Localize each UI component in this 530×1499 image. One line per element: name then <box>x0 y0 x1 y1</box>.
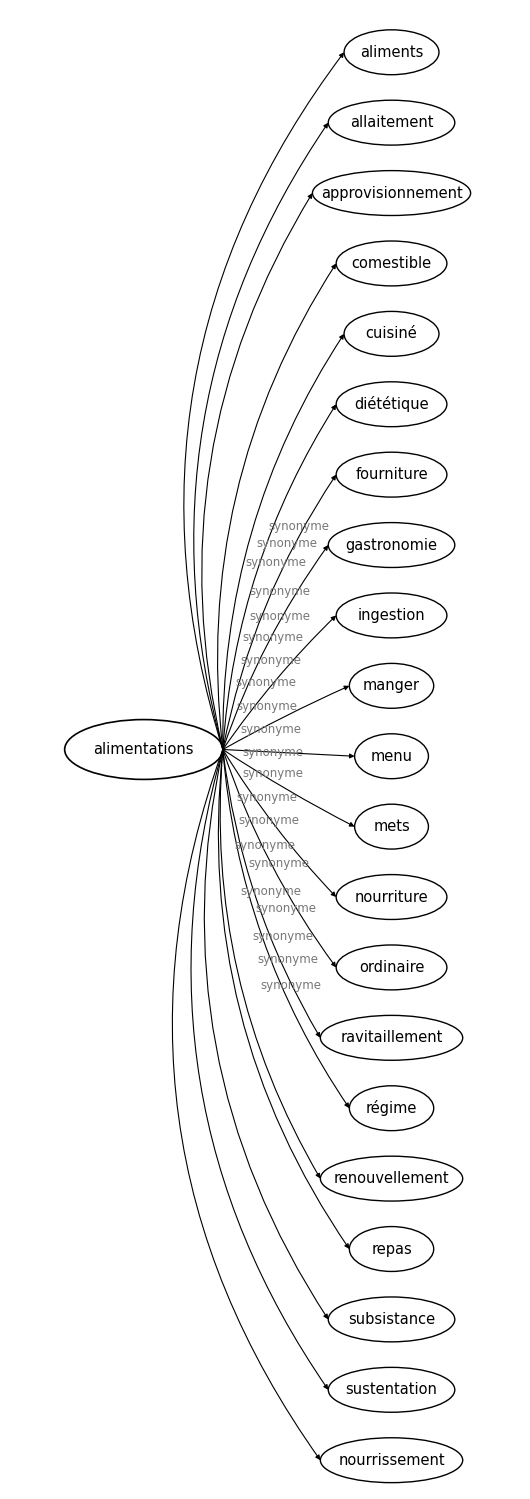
FancyArrowPatch shape <box>204 750 328 1319</box>
FancyArrowPatch shape <box>223 750 354 826</box>
Text: régime: régime <box>366 1100 417 1117</box>
FancyArrowPatch shape <box>223 750 320 1037</box>
Text: synonyme: synonyme <box>241 723 302 736</box>
Text: synonyme: synonyme <box>252 929 313 943</box>
Text: menu: menu <box>370 748 412 763</box>
FancyArrowPatch shape <box>172 750 320 1459</box>
Text: allaitement: allaitement <box>350 115 434 130</box>
Text: synonyme: synonyme <box>238 814 299 826</box>
FancyArrowPatch shape <box>223 405 335 750</box>
Text: synonyme: synonyme <box>257 537 317 550</box>
Text: synonyme: synonyme <box>242 745 303 758</box>
FancyArrowPatch shape <box>223 687 348 750</box>
Text: subsistance: subsistance <box>348 1312 435 1327</box>
Text: renouvellement: renouvellement <box>334 1171 449 1186</box>
Text: mets: mets <box>373 818 410 833</box>
Text: synonyme: synonyme <box>236 700 297 712</box>
Text: ordinaire: ordinaire <box>359 959 424 974</box>
Text: synonyme: synonyme <box>234 839 295 851</box>
FancyArrowPatch shape <box>223 750 354 758</box>
Text: repas: repas <box>371 1241 412 1256</box>
Text: synonyme: synonyme <box>245 556 306 570</box>
Text: gastronomie: gastronomie <box>346 538 438 553</box>
Text: cuisiné: cuisiné <box>366 327 418 342</box>
FancyArrowPatch shape <box>223 750 335 896</box>
Text: nourriture: nourriture <box>355 889 428 904</box>
Text: comestible: comestible <box>351 256 431 271</box>
Text: approvisionnement: approvisionnement <box>321 186 462 201</box>
Text: diététique: diététique <box>354 396 429 412</box>
FancyArrowPatch shape <box>223 475 335 750</box>
FancyArrowPatch shape <box>191 750 328 1388</box>
FancyArrowPatch shape <box>194 124 328 750</box>
Text: synonyme: synonyme <box>243 631 304 645</box>
Text: manger: manger <box>363 679 420 694</box>
FancyArrowPatch shape <box>223 750 349 1108</box>
Text: synonyme: synonyme <box>255 902 316 914</box>
FancyArrowPatch shape <box>223 546 328 750</box>
FancyArrowPatch shape <box>218 750 349 1249</box>
FancyArrowPatch shape <box>223 616 335 750</box>
Text: synonyme: synonyme <box>235 676 296 690</box>
FancyArrowPatch shape <box>202 193 312 750</box>
Text: ingestion: ingestion <box>358 609 426 624</box>
Text: aliments: aliments <box>360 45 423 60</box>
Text: synonyme: synonyme <box>268 520 329 532</box>
Text: ravitaillement: ravitaillement <box>340 1030 443 1045</box>
Text: synonyme: synonyme <box>249 610 310 622</box>
Text: synonyme: synonyme <box>258 953 319 967</box>
FancyArrowPatch shape <box>220 750 320 1178</box>
FancyArrowPatch shape <box>223 334 343 750</box>
FancyArrowPatch shape <box>217 264 335 750</box>
Text: synonyme: synonyme <box>248 857 310 869</box>
Text: synonyme: synonyme <box>260 979 321 992</box>
Text: synonyme: synonyme <box>237 791 298 803</box>
Text: nourrissement: nourrissement <box>338 1453 445 1468</box>
Text: sustentation: sustentation <box>346 1382 437 1397</box>
Text: fourniture: fourniture <box>355 468 428 483</box>
Text: synonyme: synonyme <box>243 767 304 781</box>
Text: alimentations: alimentations <box>93 742 194 757</box>
FancyArrowPatch shape <box>184 54 343 750</box>
Text: synonyme: synonyme <box>241 886 302 898</box>
Text: synonyme: synonyme <box>240 654 301 667</box>
Text: synonyme: synonyme <box>250 586 311 598</box>
FancyArrowPatch shape <box>223 750 335 967</box>
